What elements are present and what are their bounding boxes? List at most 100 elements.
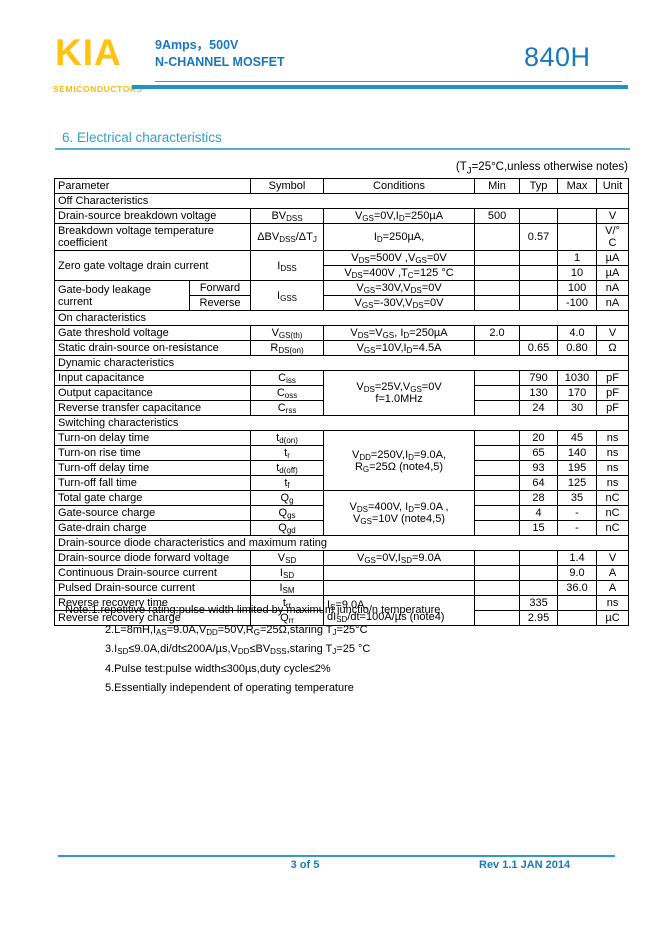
section-row: Switching characteristics xyxy=(53,415,630,431)
max-cell xyxy=(557,208,598,224)
max-cell: 9.0 xyxy=(557,565,598,581)
min-cell xyxy=(474,580,521,596)
header-rule-thin xyxy=(155,81,622,82)
parameter-cell: Input capacitance xyxy=(53,370,252,386)
table-row: Drain-source breakdown voltage BVDSS VGS… xyxy=(53,208,630,224)
unit-cell: µA xyxy=(596,250,630,266)
symbol-cell: Qg xyxy=(250,490,325,506)
footer-page-number: 3 of 5 xyxy=(290,859,320,871)
table-row: Gate threshold voltage VGS(th) VDS=VGS, … xyxy=(53,325,630,341)
header-rule-thick xyxy=(132,85,628,89)
kia-logo: KIA xyxy=(55,32,122,73)
typ-cell xyxy=(519,580,559,596)
min-cell xyxy=(474,250,521,266)
section-label: On characteristics xyxy=(53,310,630,326)
max-cell xyxy=(557,595,598,611)
table-condition-note: (TJ=25°C,unless otherwise notes) xyxy=(455,161,628,177)
unit-cell: µA xyxy=(596,265,630,281)
table-row: Reverse recovery charge Qrr 2.95 µC xyxy=(53,610,630,626)
typ-cell: 20 xyxy=(519,430,559,446)
unit-cell: V xyxy=(596,208,630,224)
unit-cell: V xyxy=(596,325,630,341)
table-row: Turn-on delay time td(on) VDD=250V,ID=9.… xyxy=(53,430,630,491)
parameter-cell: Reverse transfer capacitance xyxy=(53,400,252,416)
symbol-cell: tr xyxy=(250,445,325,461)
symbol-cell: VSD xyxy=(250,550,325,566)
note-line: 5.Essentially independent of operating t… xyxy=(105,682,354,694)
parameter-cell: Turn-on rise time xyxy=(53,445,252,461)
symbol-cell: RDS(on) xyxy=(250,340,325,356)
min-cell xyxy=(474,370,521,386)
typ-cell: 0.57 xyxy=(519,223,559,251)
table-row: Static drain-source on-resistance RDS(on… xyxy=(53,340,630,356)
parameter-cell: Static drain-source on-resistance xyxy=(53,340,252,356)
min-cell xyxy=(474,595,521,611)
parameter-sub-cell: Forward xyxy=(188,280,252,296)
typ-cell xyxy=(519,295,559,311)
typ-cell: 790 xyxy=(519,370,559,386)
note-line: Note:1.repetitive rating:pulse width lim… xyxy=(65,604,441,616)
parameter-cell: Drain-source diode forward voltage xyxy=(53,550,252,566)
header-max: Max xyxy=(557,178,598,194)
conditions-cell: VGS=30V,VDS=0V xyxy=(323,280,476,296)
parameter-cell: Gate-body leakage current xyxy=(54,280,190,311)
min-cell xyxy=(474,223,521,251)
header-typ: Typ xyxy=(519,178,559,194)
conditions-cell: VDS=VGS, ID=250µA xyxy=(323,325,476,341)
conditions-cell xyxy=(323,580,476,596)
unit-cell: nA xyxy=(596,295,630,311)
max-cell: 4.0 xyxy=(557,325,598,341)
conditions-cell: VGS=0V,ID=250µA xyxy=(323,208,476,224)
table-row: Total gate charge Qg VDS=400V, ID=9.0A ,… xyxy=(53,490,630,536)
electrical-characteristics-table: Parameter Symbol Conditions Min Typ Max … xyxy=(53,178,630,626)
footer-revision: Rev 1.1 JAN 2014 xyxy=(479,859,571,871)
typ-cell xyxy=(519,565,559,581)
min-cell xyxy=(474,490,521,506)
min-cell xyxy=(474,505,521,521)
typ-cell xyxy=(519,265,559,281)
conditions-cell: VDS=25V,VGS=0V f=1.0MHz xyxy=(323,370,476,416)
max-cell: - xyxy=(557,520,598,536)
max-cell: 45 xyxy=(557,430,598,446)
typ-cell xyxy=(519,325,559,341)
table-row: Reverse recovery time trr IS=9.0A, dISD/… xyxy=(53,595,630,626)
section-row: Off Characteristics xyxy=(53,193,630,209)
conditions-cell xyxy=(323,565,476,581)
typ-cell: 24 xyxy=(519,400,559,416)
max-cell: - xyxy=(557,505,598,521)
min-cell xyxy=(474,550,521,566)
conditions-cell: VGS=0V,ISD=9.0A xyxy=(323,550,476,566)
max-cell: 36.0 xyxy=(557,580,598,596)
symbol-cell: td(off) xyxy=(250,460,325,476)
typ-cell: 93 xyxy=(519,460,559,476)
typ-cell xyxy=(519,208,559,224)
parameter-cell: Gate-drain charge xyxy=(53,520,252,536)
min-cell xyxy=(474,385,521,401)
parameter-cell: Drain-source breakdown voltage xyxy=(53,208,252,224)
note-line: 2.L=8mH,IAS=9.0A,VDD=50V,RG=25Ω,staring … xyxy=(105,623,368,637)
max-cell: -100 xyxy=(557,295,598,311)
symbol-cell: ISD xyxy=(250,565,325,581)
section-row: Dynamic characteristics xyxy=(53,355,630,371)
header-symbol: Symbol xyxy=(250,178,325,194)
max-cell xyxy=(557,223,598,251)
section-label: Dynamic characteristics xyxy=(53,355,630,371)
conditions-cell: VDD=250V,ID=9.0A, RG=25Ω (note4,5) xyxy=(323,430,476,491)
min-cell xyxy=(474,295,521,311)
symbol-cell: IGSS xyxy=(250,280,325,311)
min-cell xyxy=(474,445,521,461)
unit-cell: ns xyxy=(596,445,630,461)
conditions-cell: ID=250µA, xyxy=(323,223,476,251)
unit-cell: µC xyxy=(596,610,630,626)
unit-cell: pF xyxy=(596,370,630,386)
parameter-cell: Reverse recovery charge xyxy=(53,610,252,626)
min-cell xyxy=(474,520,521,536)
section-label: Switching characteristics xyxy=(53,415,630,431)
unit-cell: Ω xyxy=(596,340,630,356)
table-row: Output capacitance Coss 130 170 pF xyxy=(53,385,630,401)
conditions-cell: IS=9.0A, dISD/dt=100A/µs (note4) xyxy=(323,595,476,626)
unit-cell: A xyxy=(596,580,630,596)
symbol-cell: VGS(th) xyxy=(250,325,325,341)
min-cell xyxy=(474,400,521,416)
